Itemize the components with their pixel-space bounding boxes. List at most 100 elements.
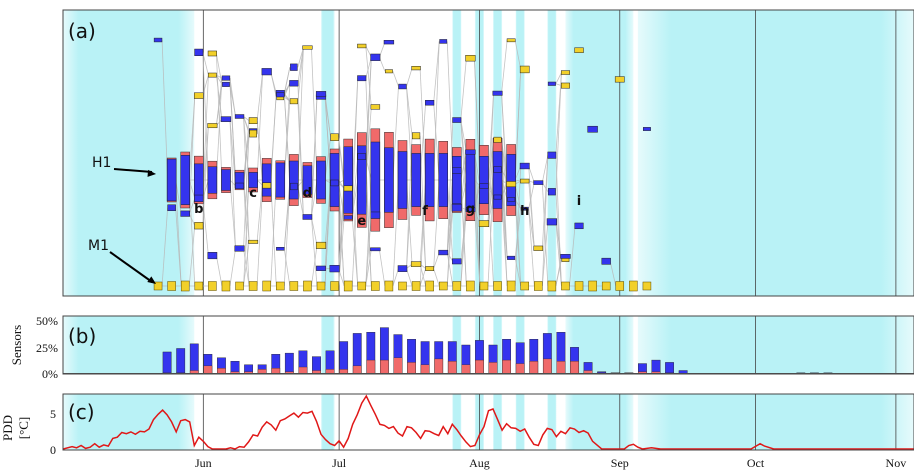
transition-edge [188, 179, 196, 199]
cluster-node-minor-yellow [248, 117, 258, 124]
cluster-node-minor-yellow [519, 65, 530, 74]
cluster-node-minor-blue [289, 80, 299, 87]
transition-edge [215, 255, 223, 287]
cluster-node-minor-blue [357, 153, 367, 160]
transition-edge [487, 196, 494, 224]
transition-edge [473, 151, 481, 187]
transition-edge [324, 93, 331, 181]
transition-edge [541, 155, 549, 183]
sensor-bar-dry [461, 364, 471, 374]
cluster-node-m1 [357, 281, 367, 291]
cluster-node-minor-yellow [207, 50, 217, 57]
transition-edge [365, 57, 372, 157]
cluster-node-minor-blue [452, 258, 462, 265]
cluster-node-minor-blue [167, 204, 176, 212]
sensor-bar-dry [352, 365, 362, 374]
transition-edge [338, 182, 345, 189]
transition-edge [229, 179, 236, 249]
transition-edge [487, 93, 494, 187]
sensor-bar-dry [515, 363, 525, 374]
transition-edge [338, 137, 345, 189]
transition-edge [419, 68, 427, 181]
cluster-node-minor-yellow [248, 239, 259, 244]
cluster-node-minor-blue [451, 203, 462, 212]
panel-b-ylabel: Sensors [9, 325, 24, 365]
panel-c: (c) PDD [°C] 5 0 Jun Jul Aug Sep Oct Nov [0, 393, 914, 470]
cluster-node-m1 [262, 280, 271, 292]
cluster-node-minor-yellow [574, 47, 584, 53]
cluster-node-h1 [302, 165, 313, 195]
cluster-node-minor-blue [546, 218, 557, 226]
panel-c-month-gridlines [202, 394, 897, 450]
cyan-shade-band [452, 316, 462, 374]
transition-edge [473, 58, 481, 187]
transition-edge [460, 179, 467, 208]
cluster-node-m1 [180, 280, 190, 292]
sensor-bar-total [529, 339, 539, 374]
period-letter-f: f [422, 204, 428, 219]
sensor-bar-total [407, 339, 416, 374]
transition-edge [243, 133, 250, 249]
transition-edge [243, 116, 250, 181]
transition-edge [338, 182, 345, 287]
cluster-node-h1 [438, 153, 448, 207]
cluster-node-minor-blue [153, 37, 163, 43]
cluster-node-h1 [411, 153, 421, 207]
cluster-node-m1 [547, 280, 557, 292]
sensor-bar-total [176, 348, 186, 374]
cluster-node-minor-blue [316, 265, 326, 271]
cluster-node-minor-blue [493, 166, 502, 173]
cluster-node-h1 [343, 146, 353, 214]
transition-edge [297, 47, 304, 68]
cluster-node-minor-yellow [506, 38, 516, 43]
transition-edge [338, 217, 345, 287]
transition-edge [311, 47, 318, 181]
transition-edge [419, 264, 427, 287]
transition-edge [297, 179, 304, 187]
sensor-bar-dry [434, 358, 444, 374]
transition-edge [514, 69, 522, 185]
cluster-node-m1 [235, 281, 244, 291]
transition-edge [514, 208, 522, 258]
cluster-node-m1 [248, 281, 258, 291]
cluster-node-m1 [276, 281, 285, 291]
transition-edge [392, 179, 399, 287]
transition-edge [528, 165, 535, 183]
transition-edge [392, 86, 399, 181]
transition-edge [555, 221, 562, 260]
cluster-node-m1 [289, 281, 299, 291]
transition-edge [188, 213, 196, 226]
cluster-node-m1 [588, 280, 597, 292]
transition-edge [487, 185, 494, 198]
cluster-node-minor-blue [290, 182, 298, 191]
transition-edge [202, 74, 209, 96]
cluster-node-m1 [343, 280, 353, 292]
sensor-bar-total [379, 327, 389, 374]
transition-edge [446, 252, 454, 287]
cluster-node-h1 [207, 166, 218, 194]
transition-edge [473, 151, 481, 224]
cluster-node-h1 [275, 162, 286, 198]
cluster-node-h1 [506, 154, 516, 206]
sensor-bar-total [339, 341, 349, 374]
cluster-node-m1 [330, 281, 339, 291]
transition-edge [365, 215, 372, 287]
cluster-node-minor-blue [398, 83, 407, 90]
period-letter-h: h [520, 204, 529, 219]
cluster-node-minor-yellow [357, 43, 367, 49]
sensor-bar-dry [447, 361, 457, 374]
cluster-node-h1 [370, 141, 381, 219]
cluster-node-minor-yellow [478, 220, 490, 228]
transition-edge [324, 182, 331, 269]
cluster-node-minor-blue [370, 211, 381, 219]
cluster-node-m1 [615, 281, 625, 291]
transition-edge [188, 225, 196, 287]
transition-edge [351, 78, 359, 218]
cluster-node-minor-yellow [194, 222, 204, 230]
sensor-bar-total [312, 356, 321, 374]
transition-edge [175, 179, 182, 214]
x-tick-label: Jul [332, 456, 347, 470]
transition-edge [229, 248, 236, 287]
cluster-node-m1 [303, 280, 312, 292]
transition-edge [528, 182, 535, 209]
